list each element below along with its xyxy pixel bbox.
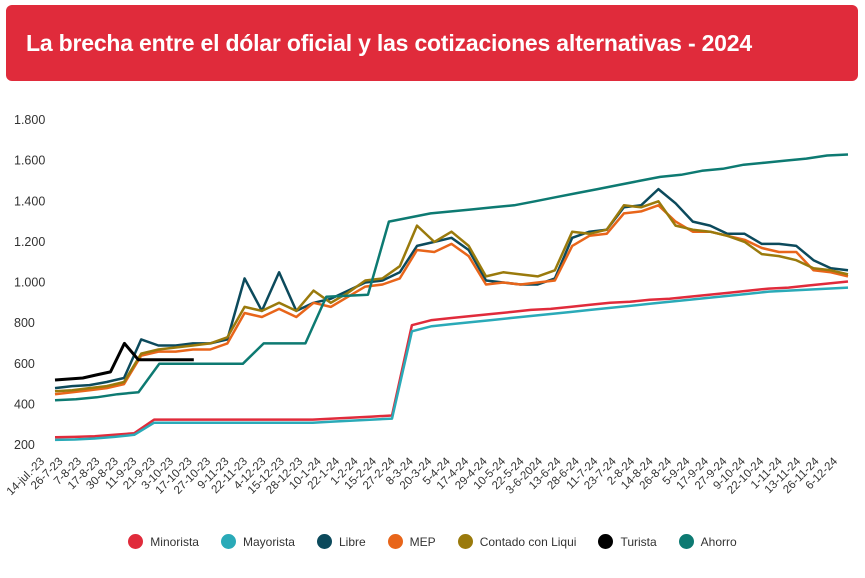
- chart-title: La brecha entre el dólar oficial y las c…: [26, 29, 752, 56]
- series-line-mayorista: [54, 286, 849, 442]
- line-chart: 200 400 600 800 1.000 1.200 1.400 1.600 1.800 14…: [5, 113, 849, 498]
- y-tick-label: 1.400: [14, 194, 45, 208]
- y-tick-label: 1.200: [14, 235, 45, 249]
- legend-marker-icon: [316, 534, 332, 549]
- legend-marker-icon: [678, 534, 694, 549]
- series-line-turista: [54, 341, 194, 382]
- x-axis: 14-jul.-2326-7-237-8-2317-8-2330-8-2311-…: [5, 455, 841, 498]
- y-axis: 200 400 600 800 1.000 1.200 1.400 1.600 1.800: [14, 113, 45, 452]
- y-tick-label: 1.600: [14, 154, 45, 168]
- y-tick-label: 800: [14, 316, 35, 330]
- legend-label: Libre: [338, 534, 366, 549]
- legend-label: Contado con Liqui: [479, 534, 577, 549]
- legend-marker-icon: [387, 534, 403, 549]
- legend-label: Mayorista: [242, 534, 295, 549]
- legend: Minorista Mayorista Libre MEP Contado con Li…: [0, 534, 865, 549]
- legend-marker-icon: [598, 534, 614, 549]
- y-tick-label: 600: [14, 357, 35, 371]
- legend-marker-icon: [220, 534, 236, 549]
- legend-item-ahorro[interactable]: Ahorro: [678, 534, 737, 549]
- legend-item-libre[interactable]: Libre: [316, 534, 366, 549]
- legend-label: MEP: [409, 534, 436, 549]
- y-tick-label: 1.000: [14, 276, 45, 290]
- series-line-minorista: [54, 280, 849, 439]
- legend-marker-icon: [457, 534, 473, 549]
- legend-label: Minorista: [150, 534, 199, 549]
- series-line-libre: [54, 187, 849, 390]
- legend-marker-icon: [128, 534, 144, 549]
- legend-label: Turista: [620, 534, 657, 549]
- legend-item-contado-con-liqui[interactable]: Contado con Liqui: [457, 534, 577, 549]
- series-line-contado-con-liqui: [54, 200, 849, 393]
- y-tick-label: 1.800: [14, 113, 45, 127]
- legend-item-mep[interactable]: MEP: [387, 534, 436, 549]
- series-lines: [54, 153, 849, 442]
- y-tick-label: 400: [14, 397, 35, 411]
- y-tick-label: 200: [14, 438, 35, 452]
- series-line-ahorro: [54, 153, 849, 402]
- legend-label: Ahorro: [700, 534, 737, 549]
- title-banner: La brecha entre el dólar oficial y las c…: [6, 5, 858, 81]
- legend-item-minorista[interactable]: Minorista: [128, 534, 199, 549]
- legend-item-mayorista[interactable]: Mayorista: [220, 534, 295, 549]
- legend-item-turista[interactable]: Turista: [598, 534, 657, 549]
